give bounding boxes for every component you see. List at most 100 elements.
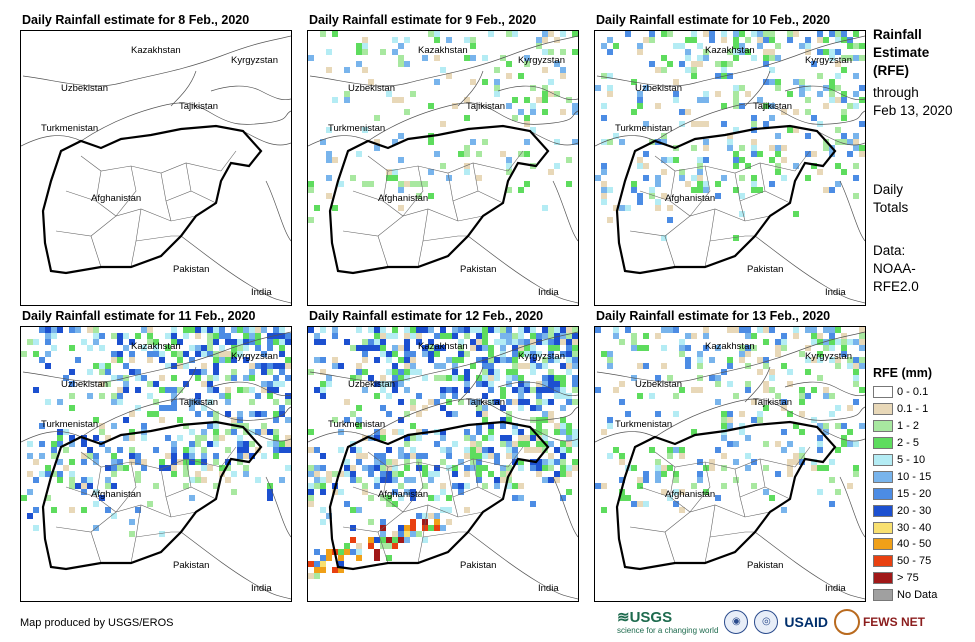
country-label-tajikistan: Tajikistan [753,101,792,112]
panel-title: Daily Rainfall estimate for 9 Feb., 2020 [309,13,537,27]
legend-swatch [873,589,893,602]
province-border [654,155,796,174]
country-label-turkmenistan: Turkmenistan [41,419,98,430]
panel-title: Daily Rainfall estimate for 12 Feb., 202… [309,309,544,323]
country-label-pakistan: Pakistan [173,264,209,275]
nasa-seal-icon: ◎ [754,609,779,634]
province-border [447,172,459,222]
country-label-kazakhstan: Kazakhstan [418,341,468,352]
province-border [220,446,237,468]
country-label-kyrgyzstan: Kyrgyzstan [231,55,278,66]
map-frame: Kazakhstan Kyrgyzstan Uzbekistan Tajikistan… [594,326,866,602]
province-border [639,190,671,202]
country-border [754,235,865,304]
province-border [794,150,811,172]
province-border [734,468,746,518]
legend-label: 5 - 10 [897,454,926,466]
source-label: NOAA- [873,261,916,276]
country-label-tajikistan: Tajikistan [179,101,218,112]
country-label-uzbekistan: Uzbekistan [61,83,108,94]
country-border [839,180,865,242]
country-label-turkmenistan: Turkmenistan [615,419,672,430]
province-border [115,461,137,513]
country-border [265,180,291,242]
heading-line: (RFE) [873,63,909,78]
legend-swatch [873,538,893,551]
country-border [595,431,656,443]
country-border [242,426,291,442]
legend: 0 - 0.1 0.1 - 1 1 - 2 2 - 5 5 - 10 10 - 15 15 … [873,384,937,604]
legend-label: > 75 [897,572,919,585]
country-label-uzbekistan: Uzbekistan [61,379,108,390]
country-border [210,85,291,101]
province-border [689,165,711,217]
fews-ring-icon [833,608,860,635]
province-border [709,531,755,538]
province-border [452,458,479,498]
legend-swatch [873,420,893,433]
province-border [342,215,404,237]
through-label: through [873,85,919,100]
legend-label: 1 - 2 [897,420,920,433]
afghanistan-border [41,420,263,571]
country-border [170,366,197,403]
province-border [377,235,389,268]
country-label-afghanistan: Afghanistan [91,489,141,500]
country-label-pakistan: Pakistan [460,264,496,275]
country-border [654,398,865,438]
country-label-pakistan: Pakistan [747,560,783,571]
rainfall-map: Kazakhstan Kyrgyzstan Uzbekistan Tajikistan… [308,327,578,600]
country-border [265,476,291,538]
afghanistan-border [615,420,837,571]
country-border [309,35,578,87]
province-border [352,190,384,202]
totals-label: Totals [873,200,909,215]
province-border [664,235,676,268]
province-border [507,150,524,172]
country-label-kazakhstan: Kazakhstan [705,45,755,56]
legend-item: 50 - 75 [873,553,937,570]
country-border [839,476,865,538]
country-label-pakistan: Pakistan [747,264,783,275]
country-label-kazakhstan: Kazakhstan [131,341,181,352]
legend-item: 40 - 50 [873,536,937,553]
country-label-turkmenistan: Turkmenistan [328,419,385,430]
province-border [135,235,181,242]
country-label-kyrgyzstan: Kyrgyzstan [518,351,565,362]
province-border [382,466,484,518]
country-label-india: India [251,287,272,298]
source-label: RFE2.0 [873,279,919,294]
country-border [467,531,578,600]
rainfall-map: Kazakhstan Kyrgyzstan Uzbekistan Tajikistan… [21,35,291,304]
province-border [417,208,429,268]
province-border [367,155,509,174]
legend-item: 30 - 40 [873,519,937,536]
country-label-kyrgyzstan: Kyrgyzstan [805,55,852,66]
daily-label: Daily [873,182,904,197]
country-label-india: India [825,583,846,594]
country-border [744,70,771,107]
country-border [744,366,771,403]
legend-label: 0.1 - 1 [897,403,929,416]
country-label-afghanistan: Afghanistan [91,193,141,204]
country-label-turkmenistan: Turkmenistan [615,123,672,134]
panel-title: Daily Rainfall estimate for 8 Feb., 2020 [22,13,250,27]
country-border [552,476,578,538]
legend-title: RFE (mm) [873,366,933,380]
rainfall-map: Kazakhstan Kyrgyzstan Uzbekistan Tajikistan… [308,31,578,304]
map-panel: Daily Rainfall estimate for 8 Feb., 2020… [20,13,292,306]
heading-line: Rainfall [873,27,922,42]
map-frame: Kazakhstan Kyrgyzstan Uzbekistan Tajikistan… [20,30,292,306]
rainfall-map: Kazakhstan Kyrgyzstan Uzbekistan Tajikistan… [595,31,865,304]
country-border [497,85,578,101]
afghanistan-border [328,124,550,275]
credit-text: Map produced by USGS/EROS [20,617,174,629]
country-border [21,135,82,147]
fews-logo-text: FEWS NET [862,614,925,629]
province-border [382,170,484,222]
country-border [596,331,865,383]
country-border [552,180,578,242]
province-border [190,190,217,204]
logo-strip: ≋USGS science for a changing world ◉ ◎ U… [617,608,925,635]
map-panel: Daily Rainfall estimate for 11 Feb., 202… [20,309,292,602]
